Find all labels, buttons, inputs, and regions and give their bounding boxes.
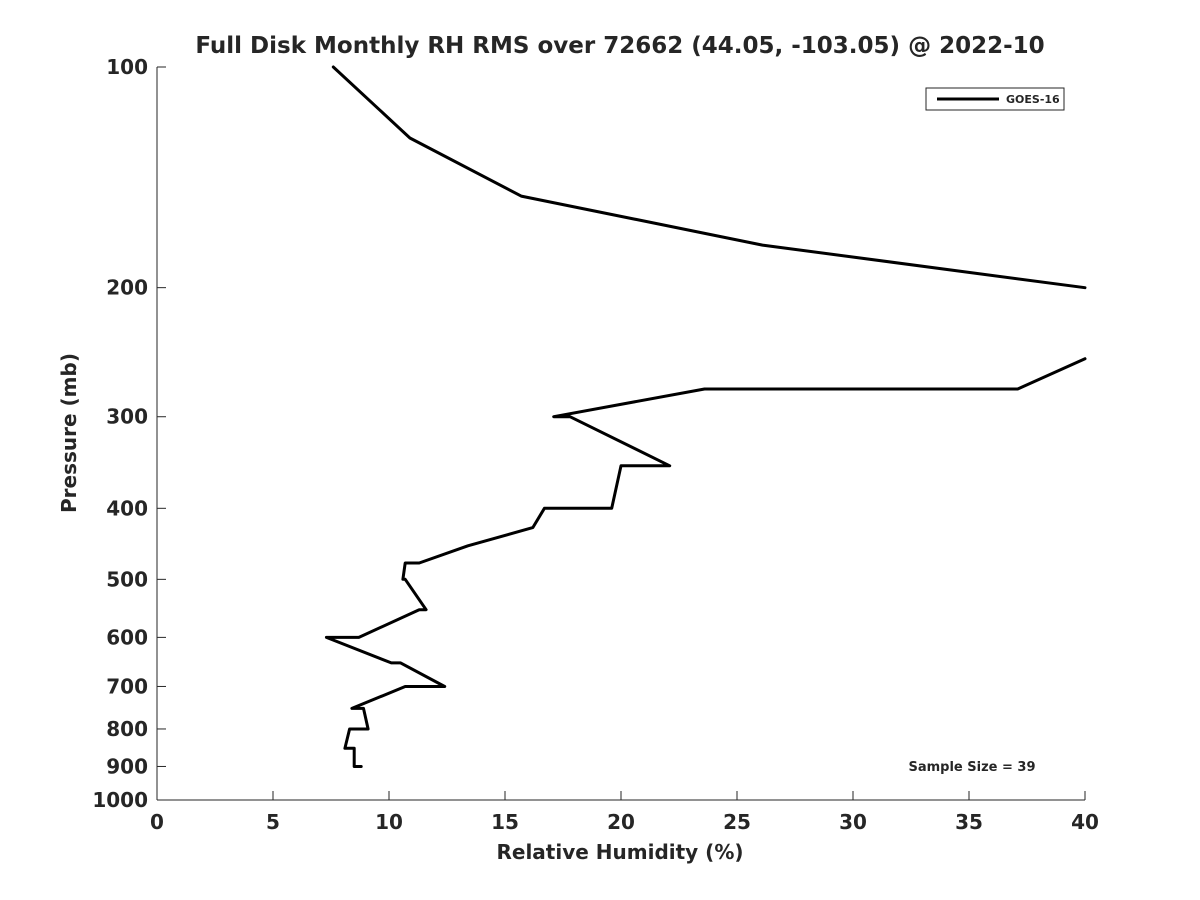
y-tick-label: 300 <box>106 405 148 429</box>
y-tick-label: 900 <box>106 754 148 778</box>
y-tick-label: 100 <box>106 55 148 79</box>
y-tick-label: 800 <box>106 717 148 741</box>
legend-label-goes-16: GOES-16 <box>1006 93 1060 106</box>
y-tick-label: 1000 <box>92 788 148 812</box>
x-tick-label: 25 <box>723 810 751 834</box>
x-tick-label: 35 <box>955 810 983 834</box>
x-tick-label: 10 <box>375 810 403 834</box>
y-tick-label: 600 <box>106 625 148 649</box>
series-line-goes-16 <box>331 65 1087 290</box>
y-tick-label: 500 <box>106 567 148 591</box>
y-tick-label: 200 <box>106 276 148 300</box>
x-tick-label: 0 <box>150 810 164 834</box>
x-tick-label: 15 <box>491 810 519 834</box>
x-tick-label: 40 <box>1071 810 1099 834</box>
chart-title: Full Disk Monthly RH RMS over 72662 (44.… <box>195 33 1044 59</box>
x-tick-label: 30 <box>839 810 867 834</box>
x-axis-label: Relative Humidity (%) <box>496 840 743 864</box>
y-tick-label: 400 <box>106 496 148 520</box>
y-tick-label: 700 <box>106 674 148 698</box>
sample-size-annotation: Sample Size = 39 <box>908 760 1035 775</box>
series-line-goes-16 <box>324 357 1087 768</box>
y-axis-label: Pressure (mb) <box>57 353 81 513</box>
x-tick-label: 5 <box>266 810 280 834</box>
axes: 0 5 10 15 20 25 30 35 40 100 200 300 400 500 600 700 800… <box>92 55 1099 834</box>
x-tick-label: 20 <box>607 810 635 834</box>
series-layer <box>324 65 1087 768</box>
legend: GOES-16 <box>925 87 1065 111</box>
